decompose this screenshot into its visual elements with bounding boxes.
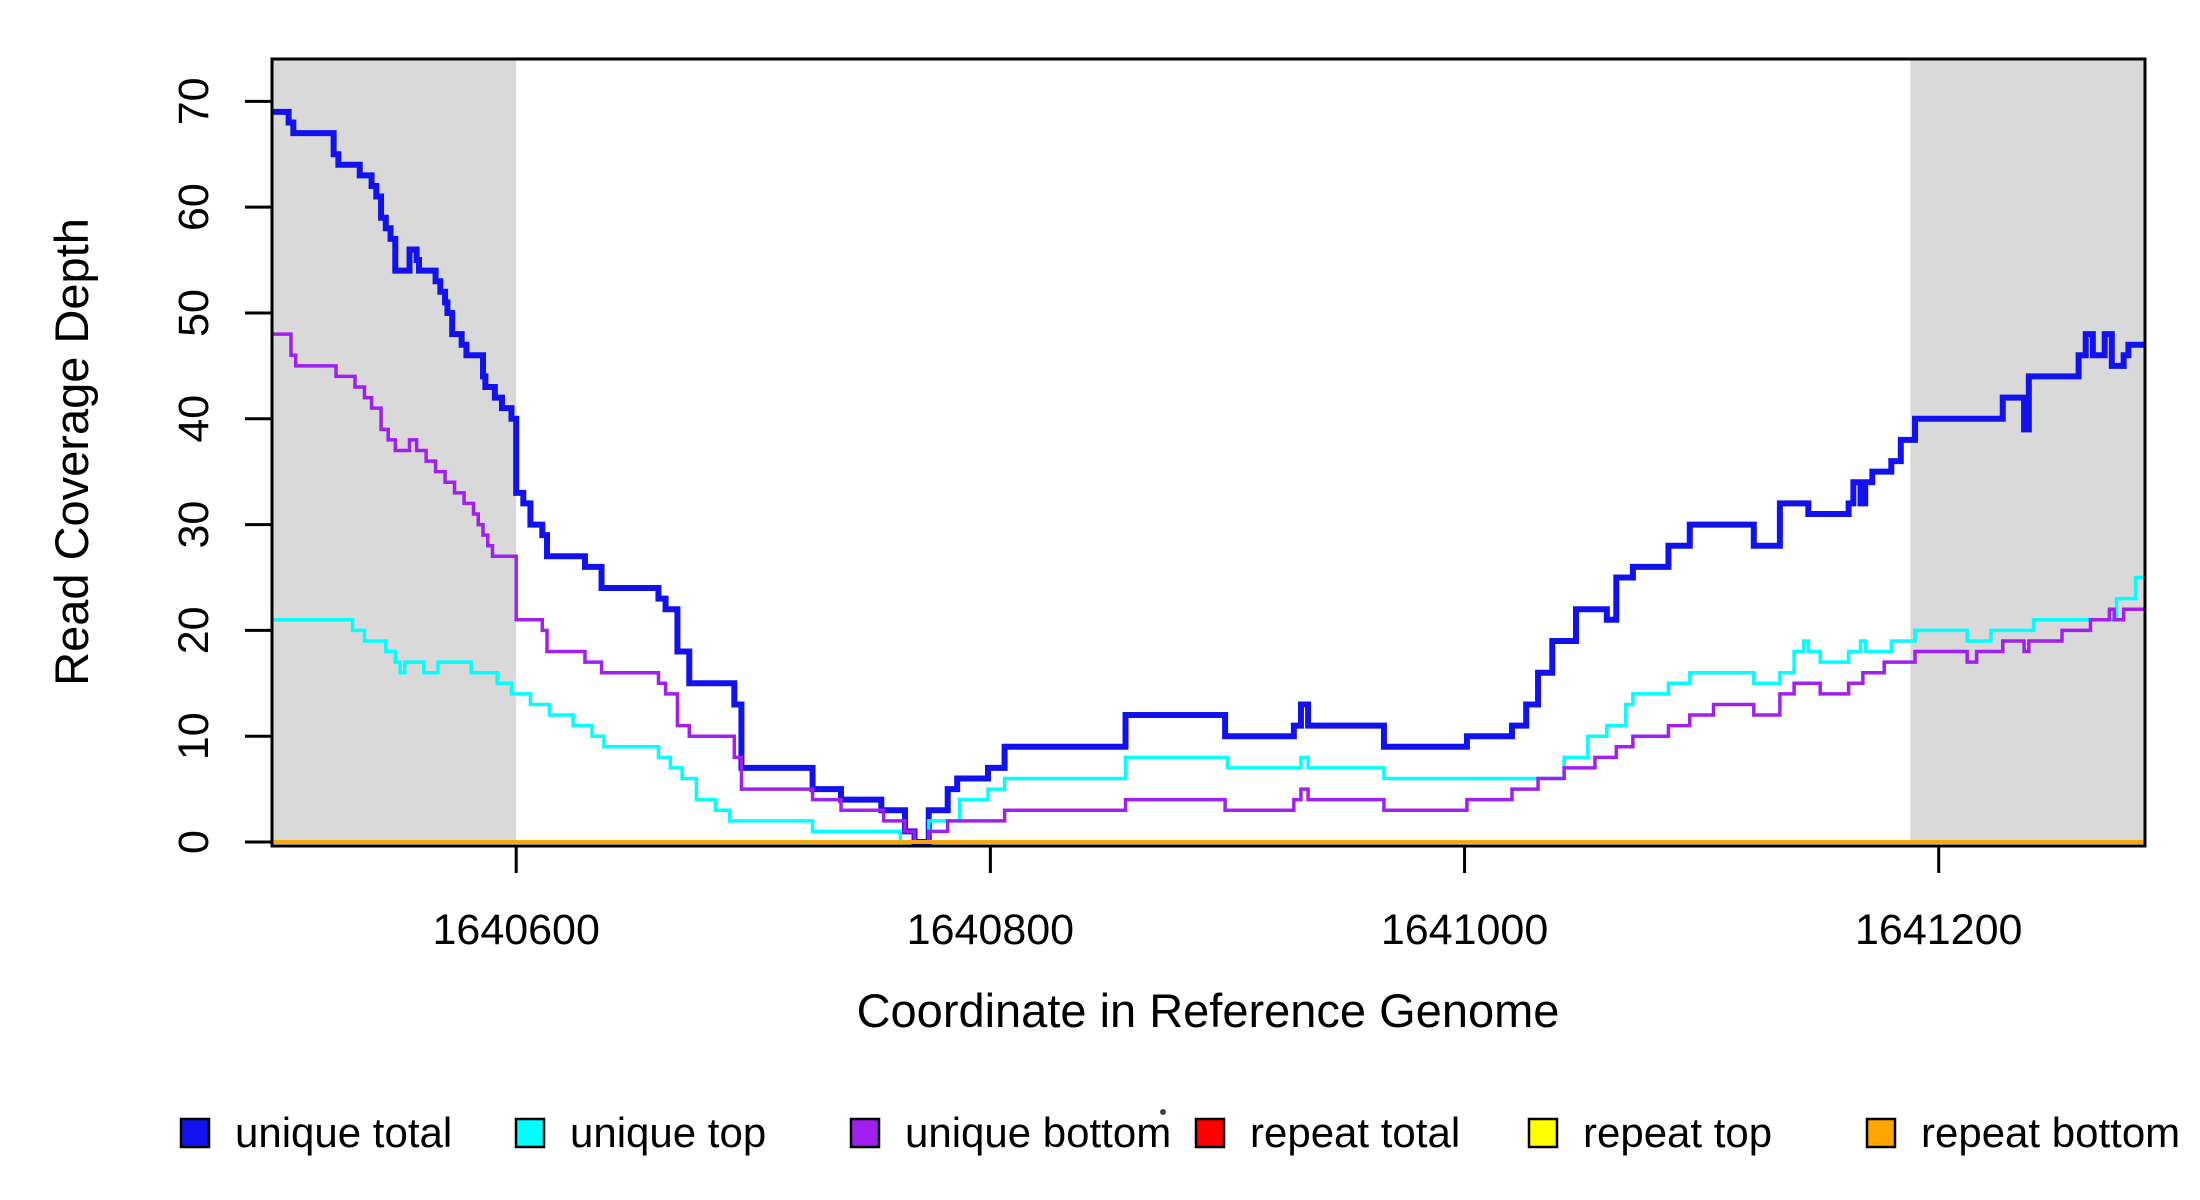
- legend-swatch-unique-bottom: [849, 1117, 881, 1149]
- legend-swatch-unique-top: [514, 1117, 546, 1149]
- legend-label-unique-total: unique total: [235, 1109, 452, 1156]
- shaded-region-2: [1910, 59, 2145, 842]
- stray-dot: [1160, 1109, 1166, 1115]
- y-tick-label-0: 0: [170, 830, 218, 854]
- legend-item-repeat-top: repeat top: [1527, 1109, 1772, 1156]
- x-axis-title: Coordinate in Reference Genome: [857, 984, 1560, 1037]
- y-tick-label-70: 70: [170, 77, 218, 125]
- series-lines: [272, 108, 2145, 845]
- legend-item-unique-total: unique total: [179, 1109, 452, 1156]
- repeat-region-shading: [272, 59, 2145, 842]
- y-tick-label-60: 60: [170, 183, 218, 231]
- y-axis-title: Read Coverage Depth: [45, 218, 98, 686]
- legend-label-repeat-top: repeat top: [1583, 1109, 1772, 1156]
- x-tick-label-1641200: 1641200: [1855, 906, 2022, 954]
- plot-border-box: [270, 57, 2147, 848]
- legend-swatch-repeat-total: [1194, 1117, 1226, 1149]
- y-tick-label-30: 30: [170, 501, 218, 549]
- legend-item-repeat-bottom: repeat bottom: [1865, 1109, 2180, 1156]
- series-unique-total-line: [272, 108, 2145, 845]
- legend-swatch-repeat-bottom: [1865, 1117, 1897, 1149]
- y-tick-label-20: 20: [170, 606, 218, 654]
- legend-label-repeat-bottom: repeat bottom: [1921, 1109, 2180, 1156]
- x-tick-label-1641000: 1641000: [1381, 906, 1548, 954]
- legend-label-unique-bottom: unique bottom: [905, 1109, 1171, 1156]
- legend: unique total unique top unique bottom repea…: [179, 1109, 2180, 1156]
- legend-swatch-unique-total: [179, 1117, 211, 1149]
- y-tick-label-10: 10: [170, 712, 218, 760]
- legend-swatch-repeat-top: [1527, 1117, 1559, 1149]
- legend-item-unique-top: unique top: [514, 1109, 766, 1156]
- x-tick-label-1640600: 1640600: [432, 906, 599, 954]
- legend-label-repeat-total: repeat total: [1250, 1109, 1460, 1156]
- y-tick-label-50: 50: [170, 289, 218, 337]
- legend-item-unique-bottom: unique bottom: [849, 1109, 1171, 1156]
- series-unique-bottom-line: [272, 332, 2145, 844]
- series-unique-top-line: [272, 575, 2145, 844]
- axes: 0 10 20 30 40 50 60 70 1640600 1640800 1641000 1641…: [170, 77, 2022, 954]
- legend-label-unique-top: unique top: [570, 1109, 766, 1156]
- x-tick-label-1640800: 1640800: [907, 906, 1074, 954]
- y-tick-label-40: 40: [170, 395, 218, 443]
- legend-item-repeat-total: repeat total: [1194, 1109, 1460, 1156]
